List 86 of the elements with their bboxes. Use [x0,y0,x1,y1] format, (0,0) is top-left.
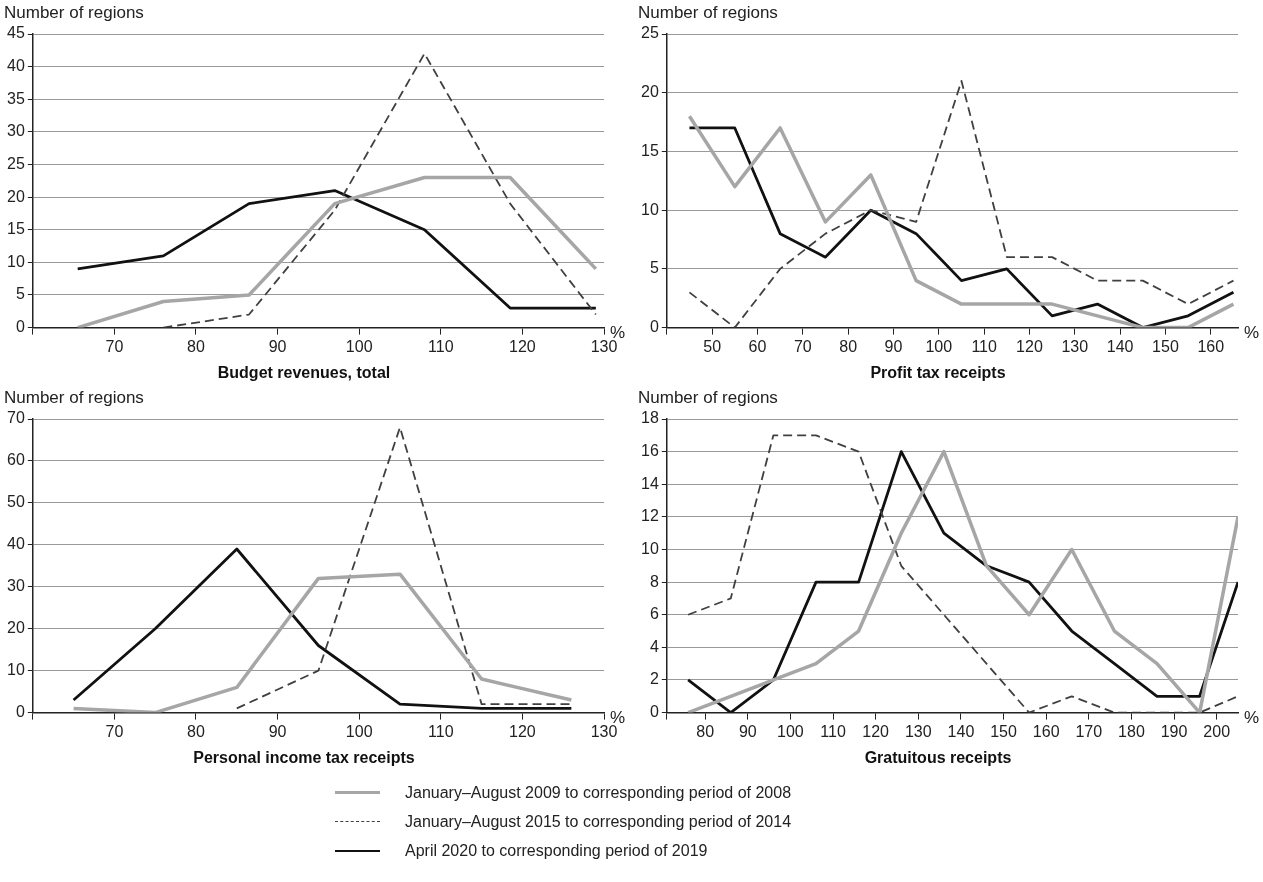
y-tick-label: 10 [641,200,659,218]
y-tick-label: 12 [641,507,659,525]
y-tick-label: 6 [649,605,659,623]
x-tick-label: 120 [509,337,536,355]
y-tick-label: 15 [641,141,659,159]
y-axis-title: Number of regions [4,388,144,408]
x-tick-label: 100 [777,722,804,740]
y-tick-label: 25 [7,154,25,172]
x-tick-label: 140 [947,722,975,740]
x-tick-label: 70 [105,722,124,740]
x-tick-label: 80 [839,337,858,355]
x-tick-label: 130 [1061,337,1089,355]
y-tick-label: 16 [641,442,659,460]
x-tick-label: 90 [884,337,903,355]
legend-label: January–August 2015 to corresponding period of 2014 [405,812,792,831]
x-tick-label: 110 [971,337,997,355]
x-tick-label: 150 [990,722,1017,740]
x-tick-label: 100 [925,337,953,355]
y-tick-label: 5 [15,285,25,303]
y-tick-label: 5 [649,259,659,277]
text: Gratuitous receipts [864,748,1012,766]
x-tick-label: 120 [509,722,536,740]
y-tick-label: 20 [7,187,25,205]
y-tick-label: 0 [649,318,659,336]
x-tick-label: 130 [904,722,932,740]
x-tick-label: 160 [1032,722,1060,740]
x-tick-label: 110 [820,722,846,740]
y-axis-title: Number of regions [638,388,778,408]
text: Personal income tax receipts [193,748,415,766]
text: Profit tax receipts [870,363,1006,381]
y-tick-label: 40 [7,535,25,553]
y-tick-label: 35 [7,89,25,107]
x-tick-label: 60 [748,337,767,355]
legend-label: January–August 2009 to corresponding period of 2008 [405,783,792,802]
y-tick-label: 14 [641,474,659,492]
x-tick-label: 80 [696,722,715,740]
x-tick-label: 110 [428,337,454,355]
x-axis-title: % [1244,708,1260,728]
x-tick-label: 190 [1160,722,1188,740]
y-tick-label: 4 [649,637,659,655]
x-tick-label: 180 [1118,722,1145,740]
y-tick-label: 10 [7,252,25,270]
y-tick-label: 8 [649,572,659,590]
x-tick-label: 160 [1197,337,1225,355]
x-tick-label: 120 [862,722,890,740]
x-tick-label: 140 [1106,337,1134,355]
x-tick-label: 80 [187,337,205,355]
y-axis-title: Number of regions [4,3,144,23]
y-tick-label: 15 [7,220,25,238]
y-tick-label: 70 [7,409,25,427]
x-tick-label: 50 [703,337,722,355]
x-tick-label: 100 [345,337,373,355]
y-tick-label: 0 [15,703,25,721]
line-series [162,52,597,328]
y-tick-label: 25 [641,24,659,42]
x-tick-label: 70 [105,337,124,355]
y-axis-title: Number of regions [638,3,778,23]
y-tick-label: 40 [7,57,25,75]
x-tick-label: 90 [268,722,287,740]
text: Budget revenues, total [217,363,391,381]
y-tick-label: 20 [7,619,25,637]
x-tick-label: 100 [345,722,373,740]
y-tick-label: 45 [7,24,25,42]
y-tick-label: 20 [641,83,659,101]
x-tick-label: 80 [187,722,205,740]
x-tick-label: 150 [1152,337,1179,355]
y-tick-label: 0 [649,703,659,721]
x-tick-label: 70 [793,337,812,355]
y-tick-label: 18 [641,409,659,427]
y-tick-label: 30 [7,122,25,140]
x-tick-label: 170 [1075,722,1103,740]
y-tick-label: 0 [15,318,25,336]
x-tick-label: 200 [1203,722,1231,740]
legend-label: April 2020 to corresponding period of 2019 [405,841,708,860]
y-tick-label: 60 [7,451,25,469]
x-tick-label: 120 [1016,337,1043,355]
y-tick-label: 10 [7,661,25,679]
x-axis-title: % [1244,323,1260,343]
y-tick-label: 2 [649,670,659,688]
y-tick-label: 30 [7,577,25,595]
line-series [235,426,573,710]
x-tick-label: 110 [428,722,454,740]
y-tick-label: 10 [641,539,659,557]
x-tick-label: 90 [268,337,287,355]
x-tick-label: 90 [738,722,757,740]
y-tick-label: 50 [7,493,25,511]
